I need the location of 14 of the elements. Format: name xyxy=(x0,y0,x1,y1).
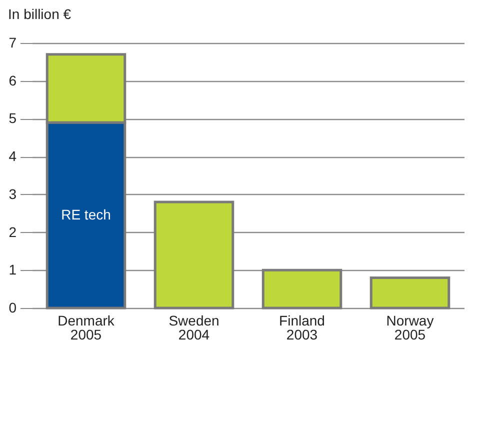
y-tick-label: 0 xyxy=(8,300,17,316)
x-tick-label: Finland 2003 xyxy=(279,312,325,342)
x-tick-label: Norway 2005 xyxy=(386,312,434,342)
y-tick-label: 5 xyxy=(8,110,17,126)
y-tick-label: 2 xyxy=(8,224,17,240)
y-tick-label: 4 xyxy=(8,148,17,164)
y-tick-label: 1 xyxy=(8,262,17,278)
series-label: RE tech xyxy=(61,206,111,222)
y-tick-label: 7 xyxy=(8,34,17,50)
y-tick-label: 6 xyxy=(8,72,17,88)
y-axis-title: In billion € xyxy=(8,6,72,22)
y-tick-label: 3 xyxy=(8,186,17,202)
x-tick-label: Denmark 2005 xyxy=(58,312,116,342)
x-tick-label: Sweden 2004 xyxy=(168,312,220,342)
